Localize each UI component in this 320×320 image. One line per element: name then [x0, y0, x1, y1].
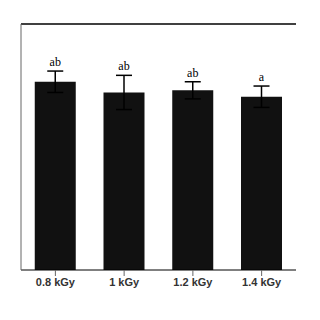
svg-text:1.4 kGy: 1.4 kGy [242, 276, 282, 288]
svg-text:ab: ab [118, 59, 129, 73]
svg-text:0.8 kGy: 0.8 kGy [36, 276, 76, 288]
svg-text:ab: ab [187, 66, 198, 80]
svg-text:1 kGy: 1 kGy [109, 276, 140, 288]
svg-text:ab: ab [50, 55, 61, 69]
svg-text:1.2 kGy: 1.2 kGy [173, 276, 213, 288]
svg-text:a: a [259, 70, 265, 84]
